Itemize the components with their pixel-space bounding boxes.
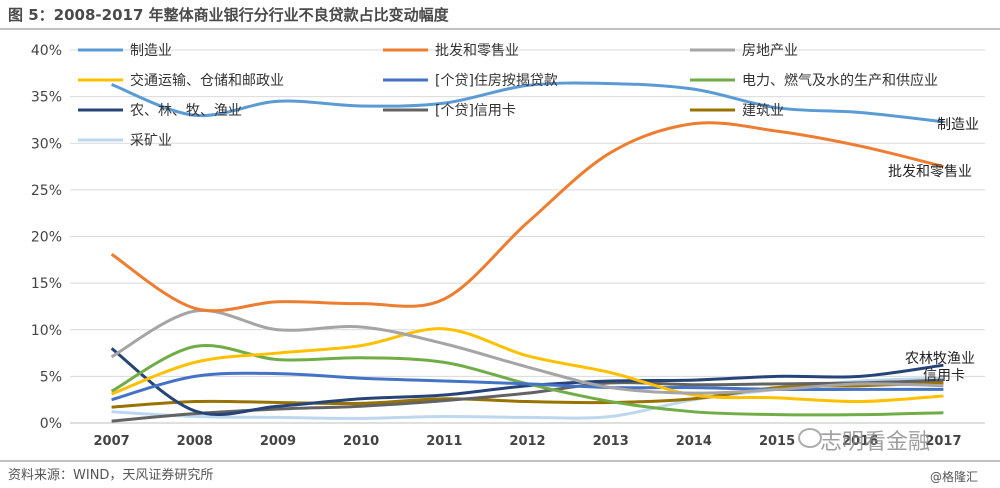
- series-line: [111, 327, 944, 404]
- y-tick-label: 35%: [31, 90, 62, 106]
- x-tick-label: 2010: [343, 434, 379, 449]
- y-axis-ticks: 0% 5% 10% 15% 20% 25% 30% 35% 40%: [31, 43, 62, 432]
- series-line: [111, 371, 944, 402]
- series-end-label: 批发和零售业: [888, 164, 972, 180]
- top-rule: [0, 28, 1000, 30]
- legend-label: [个贷]信用卡: [435, 103, 516, 119]
- line-chart: 0%5%10%15%20%25%30%35%40% 2007 2008 2009 20…: [31, 43, 985, 449]
- x-tick-label: 2017: [925, 434, 961, 449]
- y-tick-label: 10%: [31, 323, 62, 339]
- series-end-label: 制造业: [937, 117, 979, 133]
- y-tick-label: 30%: [31, 136, 62, 152]
- series-lines: [110, 81, 944, 423]
- legend-label: [个贷]住房按揭贷款: [435, 73, 558, 89]
- x-tick-label: 2007: [93, 434, 129, 449]
- legend-label: 房地产业: [742, 43, 798, 59]
- brand-watermark: @格隆汇: [930, 470, 979, 484]
- x-axis-ticks: 2007 2008 2009 2010 2011 2012 2013 2014 2015 2016…: [93, 434, 961, 449]
- y-tick-label: 20%: [31, 230, 62, 246]
- y-tick-label: 25%: [31, 183, 62, 199]
- x-tick-label: 2009: [260, 434, 296, 449]
- y-tick-label: 40%: [31, 43, 62, 59]
- y-tick-label: 15%: [31, 276, 62, 292]
- legend-label: 建筑业: [742, 103, 784, 119]
- legend-label: 采矿业: [130, 133, 172, 149]
- legend-label: 电力、燃气及水的生产和供应业: [742, 72, 938, 89]
- x-tick-label: 2013: [593, 434, 629, 449]
- y-tick-label: 0%: [40, 416, 62, 432]
- x-tick-label: 2014: [676, 434, 712, 449]
- wechat-logo-icon: [798, 428, 822, 448]
- x-tick-label: 2011: [426, 434, 462, 449]
- chart-title: 图 5：2008-2017 年整体商业银行分行业不良贷款占比变动幅度: [8, 6, 449, 24]
- legend-label: 批发和零售业: [435, 43, 519, 59]
- series-line: [110, 121, 944, 313]
- bottom-rule: [0, 460, 1000, 462]
- x-tick-label: 2015: [759, 434, 795, 449]
- legend-label: 制造业: [130, 43, 172, 59]
- source-note: 资料来源：WIND，天风证券研究所: [8, 468, 214, 483]
- series-end-label: 农林牧渔业: [905, 351, 975, 367]
- series-end-label: 信用卡: [923, 368, 965, 384]
- x-tick-label: 2012: [509, 434, 545, 449]
- legend-label: 农、林、牧、渔业: [130, 103, 242, 119]
- legend-label: 交通运输、仓储和邮政业: [130, 72, 284, 89]
- x-tick-label: 2016: [842, 434, 878, 449]
- series-line: [111, 81, 944, 124]
- series-line: [110, 347, 944, 417]
- watermark: 志明看金融: [820, 430, 931, 455]
- series-line: [110, 308, 944, 395]
- x-tick-label: 2008: [177, 434, 213, 449]
- y-tick-label: 5%: [40, 369, 62, 385]
